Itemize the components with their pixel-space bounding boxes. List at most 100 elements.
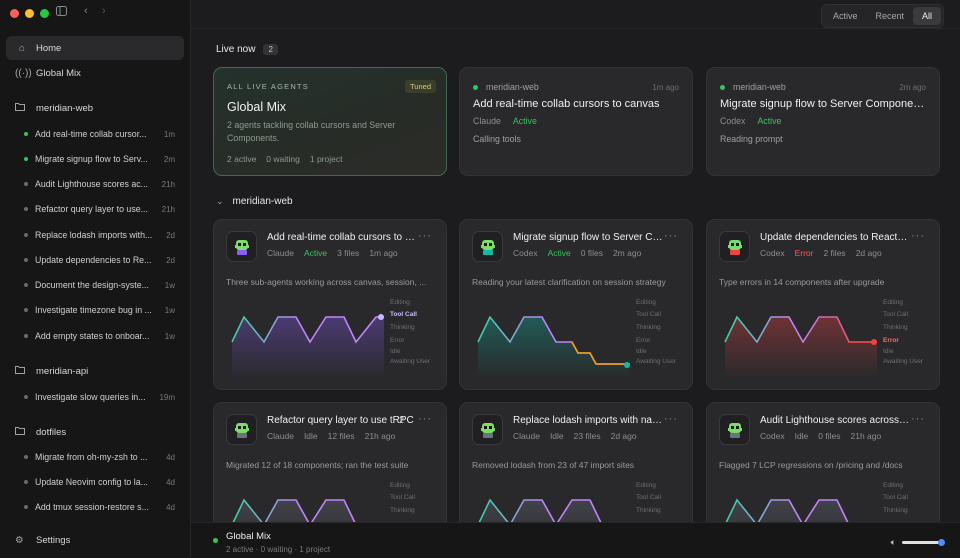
agent-name: Codex bbox=[760, 248, 785, 258]
settings-button[interactable]: ⚙ Settings bbox=[6, 528, 70, 552]
filter-active[interactable]: Active bbox=[832, 11, 858, 21]
session-title: Investigate slow queries in... bbox=[35, 392, 146, 402]
agent-summary: Three sub-agents working across canvas, … bbox=[226, 277, 427, 287]
sidebar-toggle-icon[interactable] bbox=[56, 6, 67, 19]
filter-recent[interactable]: Recent bbox=[875, 11, 904, 21]
status-badge: Error bbox=[794, 248, 814, 258]
agent-name: Codex bbox=[513, 248, 538, 258]
card-count: 2 bbox=[399, 415, 405, 425]
session-time: 4d bbox=[166, 452, 175, 462]
session-time: 1w bbox=[164, 280, 175, 290]
global-mix-card[interactable]: ALL LIVE AGENTS Tuned Global Mix 2 agent… bbox=[213, 67, 447, 176]
agent-session-card[interactable]: Refactor query layer to use tRPC ··· 2 Clau… bbox=[213, 402, 447, 558]
session-item[interactable]: Add tmux session-restore s... 4d bbox=[6, 496, 184, 518]
speaker-icon[interactable]: 🔈︎ bbox=[890, 537, 896, 547]
session-item[interactable]: Document the design-syste... 1w bbox=[6, 274, 184, 296]
agent-card-title: Refactor query layer to use tRPC bbox=[267, 415, 414, 426]
state-label: Idle bbox=[390, 348, 401, 355]
live-dot bbox=[473, 84, 478, 90]
volume-control: 🔈︎ bbox=[890, 537, 945, 548]
global-mix-title: Global Mix bbox=[227, 100, 287, 114]
live-now-header: Live now 2 bbox=[216, 44, 278, 55]
more-options-icon[interactable]: ··· bbox=[664, 230, 678, 242]
folder-icon bbox=[15, 426, 29, 438]
agent-card-title: Update dependencies to React 19 bbox=[760, 232, 910, 243]
back-icon[interactable]: ‹ bbox=[84, 5, 88, 17]
session-item[interactable]: Add empty states to onboar... 1w bbox=[6, 325, 184, 347]
session-time: 4d bbox=[166, 477, 175, 487]
agent-session-card[interactable]: Migrate signup flow to Server Components… bbox=[459, 219, 693, 390]
session-item[interactable]: Audit Lighthouse scores ac... 21h bbox=[6, 173, 184, 195]
session-item[interactable]: Refactor query layer to use... 21h bbox=[6, 198, 184, 220]
state-label: Thinking bbox=[636, 324, 661, 331]
nav-home[interactable]: ⌂ Home bbox=[6, 36, 184, 60]
more-options-icon[interactable]: ··· bbox=[911, 413, 925, 425]
session-item[interactable]: Investigate timezone bug in ... 1w bbox=[6, 299, 184, 321]
agent-summary: Removed lodash from 23 of 47 import site… bbox=[472, 460, 635, 470]
volume-knob[interactable] bbox=[938, 538, 945, 546]
filter-all[interactable]: All bbox=[912, 7, 941, 25]
state-label: Idle bbox=[883, 348, 894, 355]
session-item[interactable]: Migrate from oh-my-zsh to ... 4d bbox=[6, 446, 184, 468]
status-badge: Active bbox=[547, 248, 571, 258]
agent-session-card[interactable]: Replace lodash imports with native ··· Cla… bbox=[459, 402, 693, 558]
project-group-2[interactable]: dotfiles bbox=[6, 422, 184, 442]
session-status-dot bbox=[24, 455, 28, 459]
session-item[interactable]: Migrate signup flow to Serv... 2m bbox=[6, 148, 184, 170]
agent-session-card[interactable]: Update dependencies to React 19 ··· Codex E… bbox=[706, 219, 940, 390]
more-options-icon[interactable]: ··· bbox=[664, 413, 678, 425]
state-label: Tool Call bbox=[883, 311, 908, 318]
agent-session-card[interactable]: Add real-time collab cursors to canvas··… bbox=[213, 219, 447, 390]
tuned-badge: Tuned bbox=[405, 80, 436, 93]
session-time: 1m bbox=[163, 129, 175, 139]
session-item[interactable]: Update Neovim config to la... 4d bbox=[6, 471, 184, 493]
session-item[interactable]: Add real-time collab cursor... 1m bbox=[6, 123, 184, 145]
project-section-header[interactable]: ⌄ meridian-web bbox=[216, 196, 293, 207]
divider bbox=[191, 28, 960, 29]
session-time: 19m bbox=[159, 392, 175, 402]
session-time: 21h bbox=[161, 204, 175, 214]
live-card-meta: Claude Active bbox=[473, 116, 537, 126]
agent-name: Codex bbox=[760, 431, 785, 441]
session-title: Add empty states to onboar... bbox=[35, 331, 150, 341]
close-window-button[interactable] bbox=[10, 9, 19, 18]
agent-name: Claude bbox=[473, 116, 501, 126]
session-title: Audit Lighthouse scores ac... bbox=[35, 179, 148, 189]
session-status-dot bbox=[24, 395, 28, 399]
project-group-0[interactable]: meridian-web bbox=[6, 98, 184, 118]
elapsed-time: 2m ago bbox=[899, 82, 926, 92]
state-label: Awaiting User bbox=[636, 358, 676, 365]
state-label: Editing bbox=[636, 482, 656, 489]
agent-card-meta: Claude Idle 12 files 21h ago bbox=[267, 431, 395, 441]
global-mix-meta: 2 active 0 waiting 1 project bbox=[227, 154, 342, 164]
session-item[interactable]: Replace lodash imports with... 2d bbox=[6, 224, 184, 246]
zoom-window-button[interactable] bbox=[40, 9, 49, 18]
state-label: Tool Call bbox=[636, 311, 661, 318]
forward-icon[interactable]: › bbox=[102, 5, 106, 17]
state-label: Idle bbox=[636, 348, 647, 355]
nav-global-mix[interactable]: ((·)) Global Mix bbox=[6, 61, 184, 85]
session-item[interactable]: Investigate slow queries in... 19m bbox=[6, 386, 184, 408]
state-label: Tool Call bbox=[390, 311, 417, 318]
session-item[interactable]: Update dependencies to Re... 2d bbox=[6, 249, 184, 271]
live-session-card[interactable]: meridian-web 1m ago Add real-time collab c… bbox=[459, 67, 693, 176]
live-card-header: meridian-web 2m ago bbox=[720, 82, 926, 92]
volume-slider[interactable] bbox=[902, 538, 945, 546]
minimize-window-button[interactable] bbox=[25, 9, 34, 18]
live-card-title: Migrate signup flow to Server Components bbox=[720, 98, 926, 110]
agent-summary: Reading your latest clarification on ses… bbox=[472, 277, 666, 287]
activity-timeline-chart bbox=[719, 296, 941, 376]
more-options-icon[interactable]: ··· bbox=[418, 230, 432, 242]
project-group-1[interactable]: meridian-api bbox=[6, 361, 184, 381]
live-card-header: meridian-web 1m ago bbox=[473, 82, 679, 92]
agent-session-card[interactable]: Audit Lighthouse scores across pages··· C… bbox=[706, 402, 940, 558]
session-status-dot bbox=[24, 157, 28, 161]
session-time: 21h bbox=[161, 179, 175, 189]
session-status-dot bbox=[24, 480, 28, 484]
state-label: Awaiting User bbox=[390, 358, 430, 365]
session-time: 2d bbox=[166, 230, 175, 240]
more-options-icon[interactable]: ··· bbox=[911, 230, 925, 242]
more-options-icon[interactable]: ··· bbox=[418, 413, 432, 425]
live-session-card[interactable]: meridian-web 2m ago Migrate signup flow to… bbox=[706, 67, 940, 176]
global-mix-kicker: ALL LIVE AGENTS bbox=[227, 82, 309, 91]
